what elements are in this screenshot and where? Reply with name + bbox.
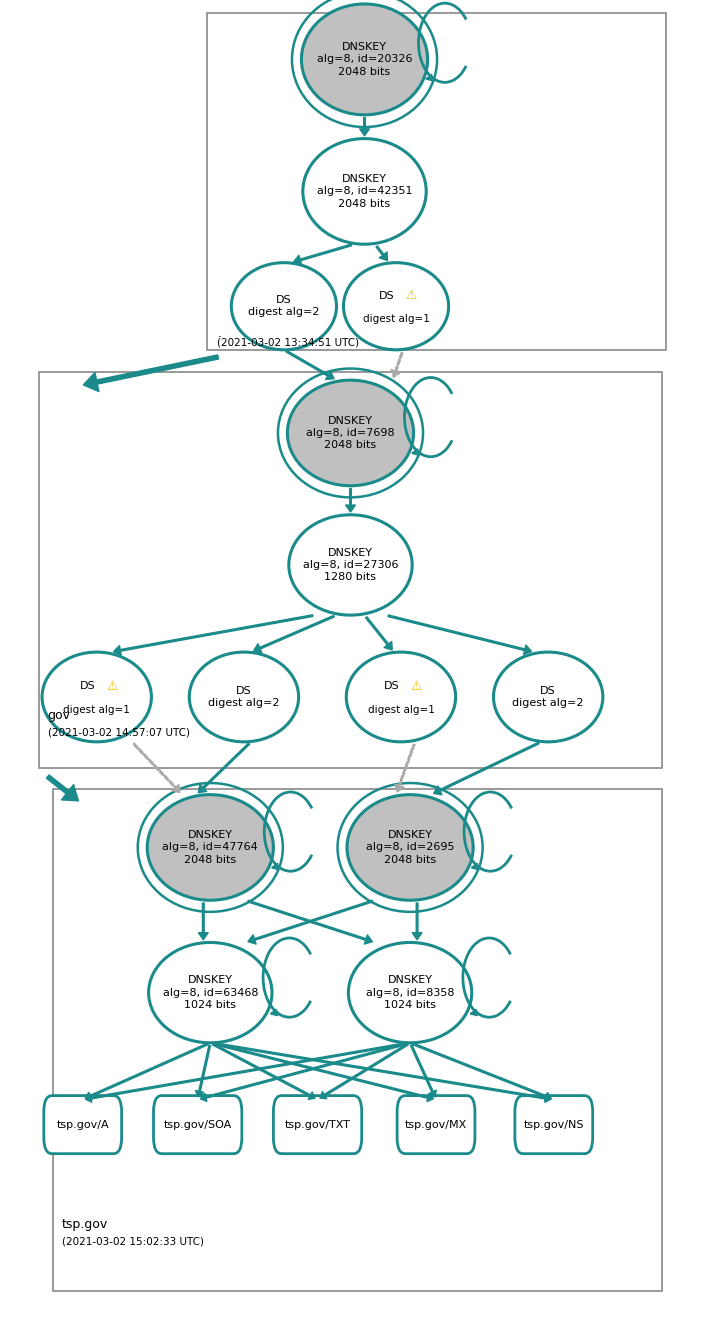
FancyArrowPatch shape (248, 900, 373, 944)
FancyArrowPatch shape (360, 117, 369, 136)
FancyBboxPatch shape (43, 1096, 122, 1154)
Text: DNSKEY
alg=8, id=7698
2048 bits: DNSKEY alg=8, id=7698 2048 bits (306, 416, 395, 450)
Ellipse shape (289, 515, 412, 615)
FancyArrowPatch shape (388, 615, 531, 655)
Ellipse shape (343, 263, 449, 350)
FancyBboxPatch shape (154, 1096, 242, 1154)
Ellipse shape (147, 795, 273, 900)
Text: digest alg=1: digest alg=1 (63, 705, 130, 715)
Text: DS: DS (384, 681, 400, 692)
Text: DNSKEY
alg=8, id=20326
2048 bits: DNSKEY alg=8, id=20326 2048 bits (317, 42, 412, 77)
Text: (2021-03-02 15:02:33 UTC): (2021-03-02 15:02:33 UTC) (62, 1237, 204, 1247)
Text: tsp.gov/MX: tsp.gov/MX (405, 1119, 467, 1130)
Text: tsp.gov: tsp.gov (62, 1217, 108, 1230)
Bar (39, 372, 662, 768)
Text: DNSKEY
alg=8, id=42351
2048 bits: DNSKEY alg=8, id=42351 2048 bits (317, 174, 412, 209)
FancyArrowPatch shape (213, 1043, 551, 1102)
FancyArrowPatch shape (198, 743, 250, 793)
Text: tsp.gov/NS: tsp.gov/NS (524, 1119, 584, 1130)
Bar (207, 13, 666, 350)
Ellipse shape (494, 652, 603, 742)
FancyArrowPatch shape (294, 244, 352, 264)
Ellipse shape (303, 139, 426, 244)
Ellipse shape (301, 4, 428, 115)
FancyArrowPatch shape (395, 744, 415, 792)
Text: tsp.gov/A: tsp.gov/A (56, 1119, 109, 1130)
Text: (2021-03-02 14:57:07 UTC): (2021-03-02 14:57:07 UTC) (48, 727, 190, 738)
Text: DNSKEY
alg=8, id=63468
1024 bits: DNSKEY alg=8, id=63468 1024 bits (163, 975, 258, 1010)
FancyArrowPatch shape (247, 900, 372, 944)
FancyArrowPatch shape (212, 1043, 315, 1100)
Text: digest alg=1: digest alg=1 (362, 314, 430, 325)
Text: DNSKEY
alg=8, id=8358
1024 bits: DNSKEY alg=8, id=8358 1024 bits (366, 975, 454, 1010)
FancyArrowPatch shape (213, 1043, 433, 1102)
FancyArrowPatch shape (114, 615, 313, 655)
Text: DS: DS (80, 681, 95, 692)
Ellipse shape (149, 942, 272, 1043)
Text: DNSKEY
alg=8, id=2695
2048 bits: DNSKEY alg=8, id=2695 2048 bits (366, 830, 454, 865)
Ellipse shape (189, 652, 299, 742)
Text: gov: gov (48, 709, 71, 722)
Text: (2021-03-02 13:34:51 UTC): (2021-03-02 13:34:51 UTC) (217, 338, 360, 348)
FancyArrowPatch shape (86, 1043, 407, 1102)
Text: DNSKEY
alg=8, id=47764
2048 bits: DNSKEY alg=8, id=47764 2048 bits (163, 830, 258, 865)
FancyArrowPatch shape (200, 1043, 407, 1101)
FancyArrowPatch shape (46, 775, 79, 801)
FancyArrowPatch shape (320, 1044, 408, 1098)
FancyArrowPatch shape (412, 903, 422, 940)
Text: ⚠: ⚠ (107, 680, 118, 693)
Text: DS
digest alg=2: DS digest alg=2 (248, 296, 320, 317)
FancyArrowPatch shape (434, 742, 539, 795)
FancyArrowPatch shape (196, 1045, 210, 1097)
FancyArrowPatch shape (346, 488, 355, 512)
FancyBboxPatch shape (273, 1096, 362, 1154)
FancyArrowPatch shape (366, 616, 393, 649)
FancyArrowPatch shape (198, 903, 208, 940)
Text: DNSKEY
alg=8, id=27306
1280 bits: DNSKEY alg=8, id=27306 1280 bits (303, 548, 398, 582)
Ellipse shape (347, 795, 473, 900)
Text: tsp.gov/TXT: tsp.gov/TXT (285, 1119, 350, 1130)
FancyArrowPatch shape (376, 246, 388, 260)
FancyArrowPatch shape (411, 1045, 436, 1097)
Ellipse shape (346, 652, 456, 742)
FancyArrowPatch shape (86, 1043, 208, 1100)
FancyArrowPatch shape (254, 615, 334, 652)
FancyArrowPatch shape (412, 1043, 551, 1101)
FancyArrowPatch shape (391, 352, 403, 378)
FancyBboxPatch shape (397, 1096, 475, 1154)
Text: tsp.gov/SOA: tsp.gov/SOA (163, 1119, 232, 1130)
Ellipse shape (231, 263, 336, 350)
Text: digest alg=1: digest alg=1 (367, 705, 435, 715)
Ellipse shape (42, 652, 151, 742)
FancyBboxPatch shape (515, 1096, 593, 1154)
Text: DS: DS (379, 290, 395, 301)
FancyArrowPatch shape (83, 355, 219, 392)
Text: ⚠: ⚠ (411, 680, 422, 693)
Text: ⚠: ⚠ (406, 289, 417, 302)
Text: DS
digest alg=2: DS digest alg=2 (208, 686, 280, 708)
Text: .: . (217, 326, 222, 339)
FancyArrowPatch shape (133, 743, 180, 792)
Bar (53, 789, 662, 1291)
FancyArrowPatch shape (286, 351, 334, 380)
Text: DS
digest alg=2: DS digest alg=2 (512, 686, 584, 708)
Ellipse shape (287, 380, 414, 486)
Ellipse shape (348, 942, 472, 1043)
